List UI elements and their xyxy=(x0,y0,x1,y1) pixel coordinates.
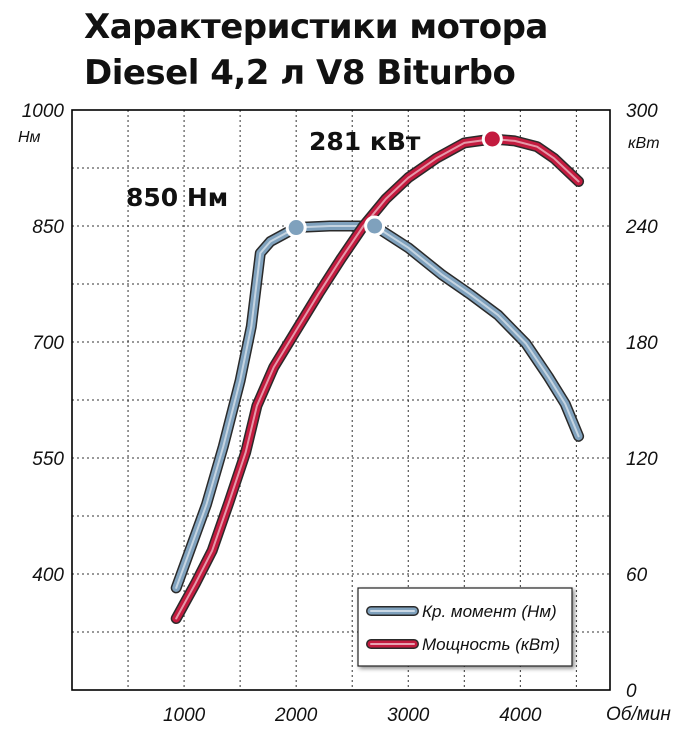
grid xyxy=(72,110,610,690)
torque-peak-marker xyxy=(285,217,307,239)
x-unit-label: Об/мин xyxy=(606,704,671,725)
y-left-tick-label: 1000 xyxy=(22,101,65,122)
power-peak-callout: 281 кВт xyxy=(309,127,421,156)
legend xyxy=(357,587,573,667)
y-right-unit-label: кВт xyxy=(628,135,660,152)
y-left-tick-label: 400 xyxy=(32,565,64,586)
y-left-unit-label: Нм xyxy=(18,129,41,146)
chart-title-line-1: Характеристики мотора xyxy=(84,7,548,47)
series xyxy=(170,133,585,624)
y-right-tick-label: 240 xyxy=(625,217,658,238)
axis-ticks: 1000 2000 3000 4000 1000 850 700 550 400 300 240 18… xyxy=(22,101,658,726)
y-right-tick-label: 180 xyxy=(626,333,658,354)
chart-title-line-2: Diesel 4,2 л V8 Biturbo xyxy=(84,53,516,93)
y-right-tick-label: 300 xyxy=(626,101,658,122)
legend-label: Кр. момент (Нм) xyxy=(422,602,557,621)
legend-label: Мощность (кВт) xyxy=(422,635,560,654)
chart-title: Характеристики мотора Diesel 4,2 л V8 Bi… xyxy=(84,4,548,96)
y-right-tick-label: 60 xyxy=(626,565,648,586)
x-tick-label: 3000 xyxy=(387,705,430,726)
y-left-tick-label: 550 xyxy=(32,449,64,470)
power-peak-marker xyxy=(481,128,503,150)
y-right-tick-label: 120 xyxy=(626,449,658,470)
legend-entries: Кр. момент (Нм) Мощность (кВт) xyxy=(366,602,560,654)
torque-series-line-highlight xyxy=(175,225,580,589)
x-tick-label: 4000 xyxy=(499,705,542,726)
plot-frame xyxy=(71,109,611,691)
torque-series-line xyxy=(172,222,583,592)
markers xyxy=(285,128,503,239)
power-series-line-highlight xyxy=(175,138,580,620)
y-left-tick-label: 700 xyxy=(32,333,64,354)
torque-peak-callout: 850 Нм xyxy=(126,183,228,212)
y-left-tick-label: 850 xyxy=(32,217,64,238)
x-tick-label: 2000 xyxy=(274,705,318,726)
legend-box xyxy=(357,587,573,667)
torque-peak-marker xyxy=(364,215,386,237)
x-tick-label: 1000 xyxy=(163,705,206,726)
y-right-tick-label: 0 xyxy=(626,681,637,702)
